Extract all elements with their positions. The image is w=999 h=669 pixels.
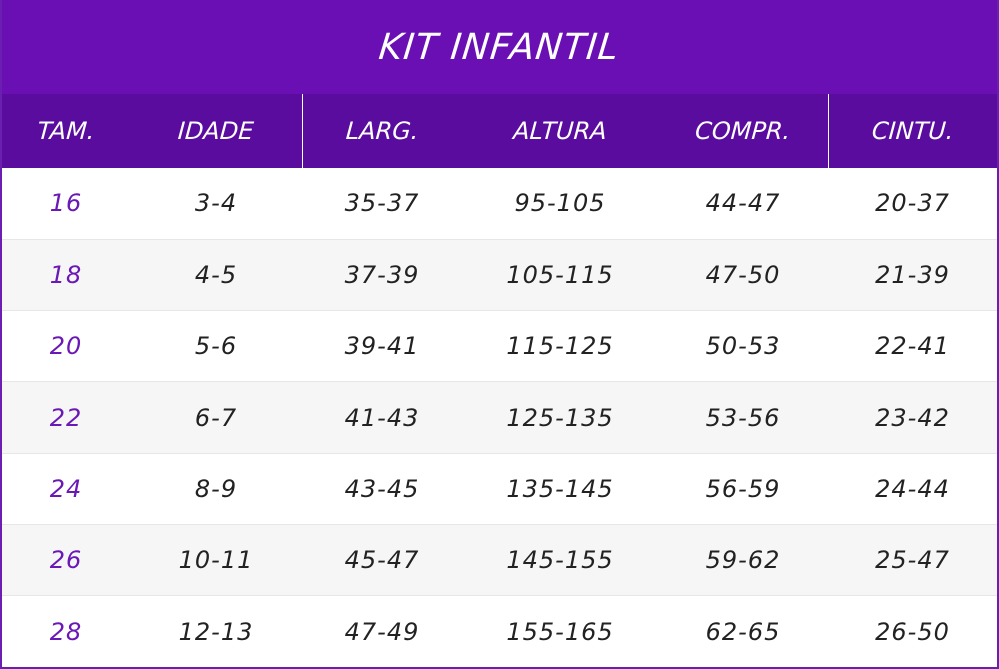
header-larg: LARG. (299, 94, 465, 168)
cell-altura: 145-155 (462, 523, 658, 596)
cell-tam: 20 (2, 310, 130, 382)
cell-altura: 95-105 (514, 189, 606, 218)
cell-altura: 135-145 (462, 452, 658, 525)
cell-cintu: 25-47 (828, 523, 997, 596)
header-row: TAM. IDADE LARG. ALTURA COMPR. CINTU. (2, 94, 997, 168)
table-row: 20 5-6 39-41 115-125 50-53 22-41 (2, 310, 997, 382)
cell-compr: 53-56 (658, 381, 828, 454)
table-row: 28 12-13 47-49 155-165 62-65 26-50 (2, 595, 997, 667)
cell-larg: 37-39 (302, 238, 462, 311)
cell-compr: 62-65 (658, 595, 828, 667)
cell-altura: 105-115 (462, 238, 658, 311)
cell-cintu: 21-39 (828, 238, 997, 311)
header-compr: COMPR. (694, 117, 792, 145)
title-bar: KIT INFANTIL (2, 0, 997, 94)
cell-cintu: 22-41 (828, 310, 997, 382)
cell-idade: 8-9 (130, 452, 302, 525)
cell-tam: 22 (2, 381, 130, 454)
cell-larg: 39-41 (302, 310, 462, 382)
cell-larg: 41-43 (302, 381, 462, 454)
cell-altura: 125-135 (462, 381, 658, 454)
cell-tam: 26 (2, 523, 130, 596)
cell-idade: 4-5 (130, 238, 302, 311)
header-tam: TAM. (36, 117, 96, 145)
header-idade: IDADE (176, 117, 255, 145)
cell-compr: 56-59 (658, 452, 828, 525)
cell-compr: 50-53 (658, 310, 828, 382)
cell-larg: 47-49 (302, 595, 462, 667)
size-table: TAM. IDADE LARG. ALTURA COMPR. CINTU. 16… (2, 94, 997, 667)
header-cintu: CINTU. (825, 94, 997, 168)
cell-altura: 155-165 (462, 595, 658, 667)
table-row: 26 10-11 45-47 145-155 59-62 25-47 (2, 523, 997, 596)
cell-larg: 45-47 (302, 523, 462, 596)
cell-altura: 115-125 (462, 310, 658, 382)
cell-compr: 44-47 (705, 189, 781, 218)
cell-tam: 16 (49, 189, 83, 218)
cell-tam: 28 (2, 595, 130, 667)
table-row: 24 8-9 43-45 135-145 56-59 24-44 (2, 452, 997, 525)
cell-cintu: 20-37 (875, 189, 950, 218)
chart-title: KIT INFANTIL (377, 26, 622, 68)
cell-idade: 10-11 (130, 523, 302, 596)
cell-cintu: 24-44 (828, 452, 997, 525)
cell-idade: 12-13 (130, 595, 302, 667)
cell-tam: 24 (2, 452, 130, 525)
cell-larg: 43-45 (302, 452, 462, 525)
table-row: 16 3-4 35-37 95-105 44-47 20-37 (2, 168, 997, 240)
cell-idade: 6-7 (130, 381, 302, 454)
cell-idade: 3-4 (194, 189, 238, 218)
table-row: 18 4-5 37-39 105-115 47-50 21-39 (2, 238, 997, 311)
cell-compr: 59-62 (658, 523, 828, 596)
cell-compr: 47-50 (658, 238, 828, 311)
cell-idade: 5-6 (130, 310, 302, 382)
cell-cintu: 23-42 (828, 381, 997, 454)
cell-cintu: 26-50 (828, 595, 997, 667)
cell-tam: 18 (2, 238, 130, 311)
header-altura: ALTURA (512, 117, 608, 145)
cell-larg: 35-37 (344, 189, 420, 218)
table-row: 22 6-7 41-43 125-135 53-56 23-42 (2, 381, 997, 454)
